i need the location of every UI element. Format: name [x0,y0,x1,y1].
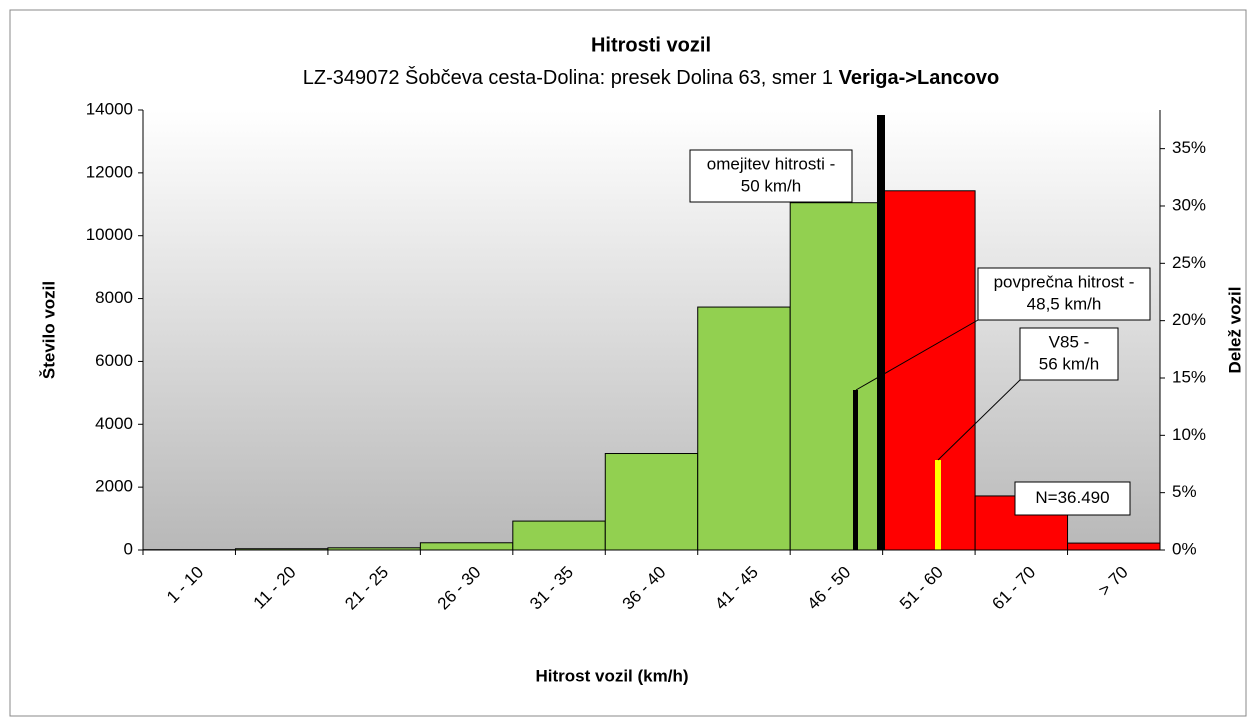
y-tick-label: 12000 [86,162,133,181]
x-axis-label: Hitrost vozil (km/h) [535,666,688,685]
y-tick-label: 4000 [95,414,133,433]
y2-tick-label: 20% [1172,310,1206,329]
y2-tick-label: 25% [1172,253,1206,272]
annotation-box [1019,327,1119,381]
bar [789,202,884,551]
annotation-text: omejitev hitrosti - [707,154,835,173]
annotation-box [1014,481,1131,516]
annotation-text: V85 - [1049,332,1090,351]
chart-title: Hitrosti vozil [591,34,711,56]
mean-speed-line [853,390,858,550]
subtitle-bold: Veriga->Lancovo [839,67,1000,89]
annotation-text: 50 km/h [741,176,801,195]
y-axis-label: Število vozil [39,281,58,379]
bar [604,453,699,551]
y2-tick-label: 0% [1172,539,1197,558]
annotation-box [977,267,1151,321]
connector [937,379,1021,461]
annotation-text: 48,5 km/h [1027,294,1102,313]
y2-tick-label: 30% [1172,195,1206,214]
y-tick-label: 10000 [86,225,133,244]
annotation-text: 56 km/h [1039,354,1099,373]
y-tick-label: 6000 [95,351,133,370]
y-tick-label: 2000 [95,477,133,496]
bar [419,542,514,551]
y2-tick-label: 10% [1172,425,1206,444]
speed-limit-line [877,115,885,550]
y2-tick-label: 5% [1172,482,1197,501]
y-tick-label: 0 [124,539,133,558]
annotation-box [689,149,853,203]
v85-line [935,460,941,550]
subtitle: LZ-349072 Šobčeva cesta-Dolina: presek D… [303,66,833,89]
y-tick-label: 14000 [86,99,133,118]
y-tick-label: 8000 [95,288,133,307]
connector [855,319,979,391]
bar [1067,542,1161,551]
y2-tick-label: 15% [1172,367,1206,386]
bar [512,520,606,551]
y2-axis-label: Delež vozil [1225,287,1244,374]
chart-subtitle: LZ-349072 Šobčeva cesta-Dolina: presek D… [303,66,999,89]
y2-tick-label: 35% [1172,138,1206,157]
annotation-text: N=36.490 [1035,488,1109,507]
bar [882,190,976,551]
annotation-text: povprečna hitrost - [994,272,1135,291]
bar [697,306,791,551]
